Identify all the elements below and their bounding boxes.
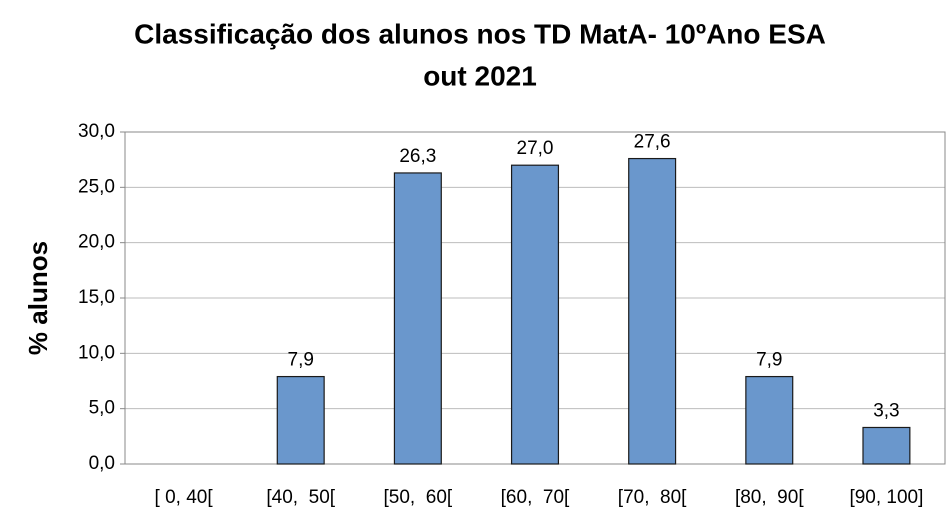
data-label: 7,9	[288, 350, 314, 371]
bar	[276, 375, 325, 465]
x-tick-label: [90, 100]	[849, 487, 923, 508]
x-tick-label: [40, 50[	[266, 487, 335, 508]
data-label: 27,6	[634, 132, 671, 153]
y-axis-label: % alunos	[23, 241, 53, 355]
data-label: 27,0	[517, 138, 554, 159]
data-label: 3,3	[873, 400, 899, 421]
y-tick-label: 15,0	[78, 287, 115, 308]
y-tick-label: 20,0	[78, 232, 115, 253]
y-tick-label: 10,0	[78, 342, 115, 363]
chart-title: Classificação dos alunos nos TD MatA- 10…	[134, 18, 826, 49]
data-label: 7,9	[756, 350, 782, 371]
bar	[745, 375, 794, 465]
y-tick-label: 5,0	[89, 398, 115, 419]
data-label: 26,3	[399, 146, 436, 167]
y-tick-label: 25,0	[78, 176, 115, 197]
bar	[510, 164, 560, 465]
chart-title: out 2021	[423, 60, 537, 91]
bar	[862, 426, 911, 465]
x-tick-label: [ 0, 40[	[155, 487, 214, 508]
bar	[393, 172, 442, 465]
bar	[628, 157, 677, 465]
y-tick-label: 0,0	[89, 453, 115, 474]
x-tick-label: [80, 90[	[735, 487, 804, 508]
x-tick-label: [60, 70[	[501, 487, 570, 508]
y-tick-label: 30,0	[78, 121, 115, 142]
x-tick-label: [50, 60[	[384, 487, 453, 508]
x-tick-label: [70, 80[	[618, 487, 687, 508]
